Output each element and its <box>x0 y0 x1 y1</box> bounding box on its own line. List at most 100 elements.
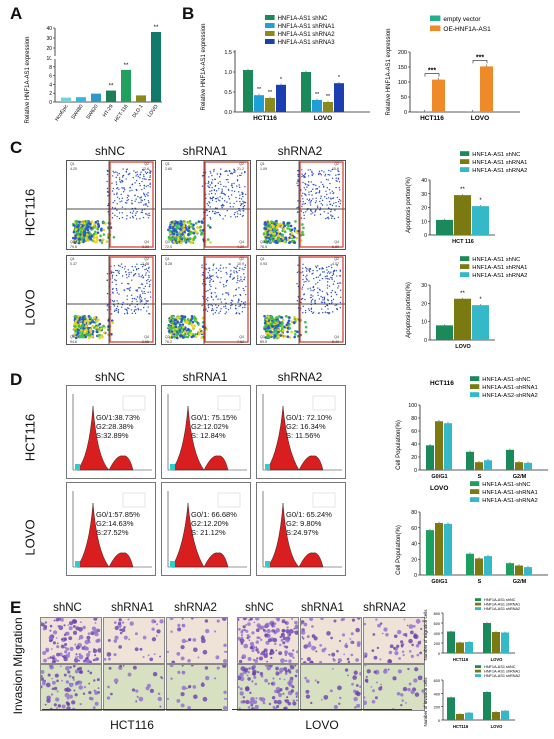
stained-cell <box>63 637 68 641</box>
stained-cell <box>93 629 98 634</box>
stained-cell <box>381 632 384 635</box>
panel-d-hct-bar <box>484 460 492 470</box>
flow-dot <box>220 264 222 266</box>
flow-dot <box>326 275 328 277</box>
flow-dot <box>177 225 181 229</box>
stained-cell <box>289 664 293 668</box>
flow-dot <box>176 332 179 336</box>
flow-dot <box>219 310 222 313</box>
flow-dot <box>71 222 75 226</box>
flow-dot <box>233 168 235 171</box>
flow-dot <box>75 228 78 231</box>
flow-dot <box>230 216 232 218</box>
flow-dot <box>176 239 180 242</box>
flow-dot <box>136 296 139 298</box>
flow-dot <box>88 333 92 337</box>
flow-dot <box>80 319 83 323</box>
flow-dot <box>72 224 76 227</box>
stained-cell <box>180 645 185 650</box>
flow-dot <box>91 330 95 333</box>
panel-b1-legend-label: HNF1A-AS1 shRNA1 <box>278 24 336 30</box>
flow-dot <box>268 234 272 238</box>
flow-dot <box>222 203 224 206</box>
flow-dot <box>324 301 326 304</box>
flow-dot <box>326 186 329 189</box>
stained-cell <box>350 653 354 657</box>
flow-dot <box>221 293 224 295</box>
flow-dot <box>274 335 278 338</box>
flow-dot <box>317 287 319 289</box>
flow-dot <box>233 270 235 272</box>
flow-dot <box>306 274 308 276</box>
stained-cell <box>187 658 191 663</box>
flow-dot <box>85 317 88 321</box>
flow-dot <box>238 299 240 302</box>
flow-dot <box>308 193 310 196</box>
flow-dot <box>194 332 197 336</box>
flow-dot <box>77 241 81 245</box>
flow-quadrant-value: 1.09 <box>260 167 267 171</box>
flow-dot <box>82 227 86 231</box>
panel-e-mig-bar <box>465 642 473 653</box>
flow-dot <box>173 239 177 242</box>
stained-cell <box>405 635 408 638</box>
flow-dot <box>87 328 90 331</box>
flow-dot <box>175 332 178 336</box>
flow-dot <box>184 335 188 339</box>
flow-dot <box>182 228 185 231</box>
stained-cell <box>283 645 286 648</box>
flow-dot <box>270 230 273 234</box>
flow-dot <box>283 237 286 240</box>
flow-dot <box>146 270 149 272</box>
flow-dot <box>275 232 278 235</box>
panel-b2-legend-swatch <box>430 15 441 21</box>
stained-cell <box>65 680 70 684</box>
flow-dot <box>199 229 202 232</box>
flow-dot <box>266 334 270 338</box>
flow-dot <box>311 212 314 214</box>
flow-dot <box>178 240 181 243</box>
flow-dot <box>149 313 151 315</box>
flow-dot <box>78 329 82 332</box>
stained-cell <box>181 664 184 667</box>
flow-dot <box>115 171 117 173</box>
flow-dot <box>172 235 175 238</box>
stained-cell <box>257 651 260 654</box>
flow-dot <box>219 173 222 176</box>
flow-dot <box>174 240 178 243</box>
flow-dot <box>194 335 198 338</box>
panel-e-mig-ytick: 600 <box>434 622 440 626</box>
flow-dot <box>106 226 110 229</box>
flow-dot <box>129 190 131 192</box>
flow-dot <box>131 212 134 214</box>
stained-cell <box>363 652 368 657</box>
flow-dot <box>315 265 317 267</box>
flow-dot <box>276 330 279 334</box>
flow-dot <box>215 197 218 200</box>
flow-dot <box>170 233 173 236</box>
c-cond-shnc: shNC <box>94 144 125 158</box>
panel-d-hct-legend-label: HNF1A-AS1-shNC <box>482 377 530 383</box>
panel-b1-cat: HCT116 <box>253 115 277 122</box>
stained-cell <box>159 705 162 708</box>
flow-dot <box>324 305 327 308</box>
panel-e-inv-bar <box>501 710 509 720</box>
flow-dot <box>277 232 281 236</box>
flow-dot <box>73 315 77 318</box>
cell-cycle-histogram <box>256 385 346 479</box>
flow-dot <box>316 205 319 207</box>
flow-dot <box>85 236 88 239</box>
flow-dot <box>207 277 209 280</box>
flow-dot <box>176 326 180 330</box>
flow-dot <box>271 317 274 321</box>
flow-dot <box>76 233 80 236</box>
flow-dot <box>148 212 150 215</box>
flow-dot <box>288 228 292 231</box>
stained-cell <box>364 664 367 667</box>
flow-dot <box>83 234 87 237</box>
flow-dot <box>172 234 176 238</box>
flow-dot <box>278 321 281 324</box>
flow-dot <box>285 223 289 226</box>
flow-dot <box>323 186 325 188</box>
